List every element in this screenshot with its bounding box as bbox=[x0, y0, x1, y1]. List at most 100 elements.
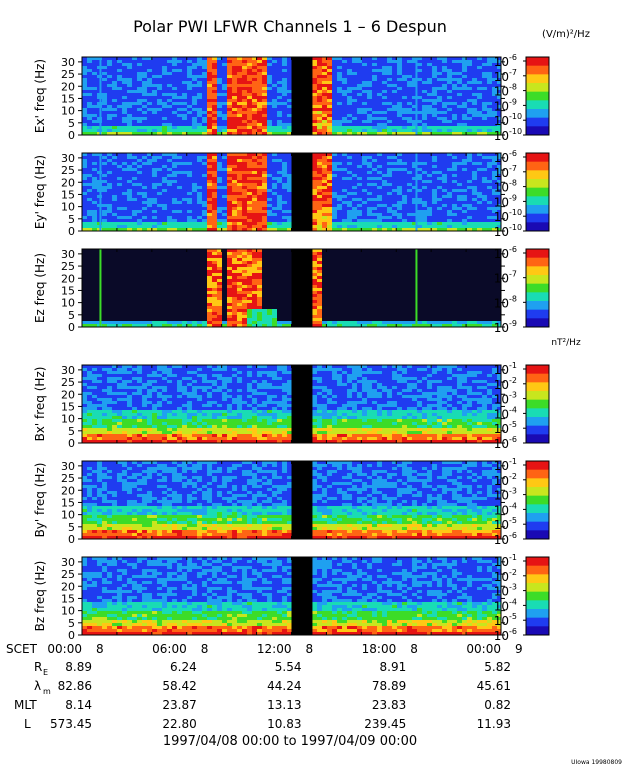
colorbar-tick-exponent: -6 bbox=[509, 149, 517, 158]
ephemeris-row-label: L bbox=[24, 717, 31, 731]
y-tick-label: 15 bbox=[61, 188, 75, 201]
y-tick-label: 5 bbox=[68, 117, 75, 130]
y-tick-label: 0 bbox=[68, 533, 75, 546]
ephemeris-value: 23.83 bbox=[372, 698, 406, 712]
ephemeris-row-subscript: E bbox=[43, 668, 48, 677]
colorbar-tick-exponent: -2 bbox=[509, 472, 517, 481]
y-tick-label: 25 bbox=[61, 68, 75, 81]
colorbar-tick-exponent: -4 bbox=[509, 405, 517, 414]
e-field-units: (V/m)²/Hz bbox=[542, 29, 590, 40]
y-tick-label: 30 bbox=[61, 56, 75, 69]
y-axis-label: Ex' freq (Hz) bbox=[33, 59, 47, 133]
colorbar-tick-exponent: -8 bbox=[509, 83, 517, 92]
colorbar-tick-exponent: -3 bbox=[509, 391, 517, 400]
ephemeris-value: 44.24 bbox=[267, 679, 301, 693]
y-tick-label: 30 bbox=[61, 556, 75, 569]
y-axis-label: Ez freq (Hz) bbox=[33, 253, 47, 323]
colorbar-tick-exponent: -1 bbox=[509, 457, 517, 466]
y-tick-label: 10 bbox=[61, 105, 75, 118]
colorbar-tick-exponent: -8 bbox=[509, 179, 517, 188]
x-tick-label: 00:00 bbox=[466, 642, 501, 656]
y-tick-label: 0 bbox=[68, 225, 75, 238]
ephemeris-value: 78.89 bbox=[372, 679, 406, 693]
colorbar-tick-base: 10 bbox=[494, 533, 509, 547]
ephemeris-value: 45.61 bbox=[477, 679, 511, 693]
colorbar-tick-exponent: -5 bbox=[509, 420, 517, 429]
colorbar-tick-base: 10 bbox=[494, 489, 509, 503]
y-tick-label: 20 bbox=[61, 580, 75, 593]
colorbar-tick-base: 10 bbox=[494, 407, 509, 421]
y-tick-label: 5 bbox=[68, 213, 75, 226]
colorbar-tick-base: 10 bbox=[494, 166, 509, 180]
y-tick-label: 30 bbox=[61, 152, 75, 165]
x-day-label: 8 bbox=[410, 642, 418, 656]
x-day-label: 8 bbox=[96, 642, 104, 656]
y-tick-label: 10 bbox=[61, 413, 75, 426]
y-tick-label: 30 bbox=[61, 460, 75, 473]
colorbar-5: 10-110-210-310-410-510-6 bbox=[494, 553, 550, 643]
time-axis: SCET 00:00 8 06:00 8 12:00 8 18:00 8 00:00 9 bbox=[6, 642, 523, 656]
x-tick-label: 06:00 bbox=[152, 642, 187, 656]
data-gap bbox=[291, 365, 313, 443]
y-tick-label: 5 bbox=[68, 521, 75, 534]
y-tick-label: 0 bbox=[68, 629, 75, 642]
colorbar-tick-base: 10 bbox=[494, 518, 509, 532]
y-tick-label: 10 bbox=[61, 509, 75, 522]
colorbar-tick-exponent: -3 bbox=[509, 487, 517, 496]
colorbar-tick-base: 10 bbox=[494, 585, 509, 599]
colorbar-tick-exponent: -7 bbox=[509, 164, 517, 173]
colorbar-tick-base: 10 bbox=[494, 129, 509, 143]
y-axis-label: By' freq (Hz) bbox=[33, 463, 47, 538]
colorbar-tick-base: 10 bbox=[494, 247, 509, 261]
ephemeris-value: 11.93 bbox=[477, 717, 511, 731]
colorbar-tick-base: 10 bbox=[494, 437, 509, 451]
y-axis-label: Bx' freq (Hz) bbox=[33, 367, 47, 442]
colorbar-tick-base: 10 bbox=[494, 570, 509, 584]
colorbar-tick-exponent: -7 bbox=[509, 68, 517, 77]
ephemeris-value: 5.54 bbox=[275, 660, 302, 674]
colorbar-tick-base: 10 bbox=[494, 503, 509, 517]
colorbar-tick-base: 10 bbox=[494, 363, 509, 377]
colorbar-tick-exponent: -9 bbox=[509, 193, 517, 202]
ephemeris-value: 13.13 bbox=[267, 698, 301, 712]
x-tick-label: 00:00 bbox=[47, 642, 82, 656]
colorbar-tick-exponent: -5 bbox=[509, 516, 517, 525]
ephemeris-value: 82.86 bbox=[58, 679, 92, 693]
data-gap bbox=[291, 461, 313, 539]
credit-label: UIowa 19980809 bbox=[571, 759, 622, 766]
colorbar-tick-base: 10 bbox=[494, 70, 509, 84]
y-tick-label: 25 bbox=[61, 376, 75, 389]
colorbar-tick-exponent: -2 bbox=[509, 568, 517, 577]
colorbar-tick-exponent: -10 bbox=[509, 127, 522, 136]
colorbar-tick-exponent: -4 bbox=[509, 501, 517, 510]
ephemeris-row-subscript: m bbox=[43, 687, 51, 696]
y-tick-label: 5 bbox=[68, 617, 75, 630]
y-tick-label: 30 bbox=[61, 364, 75, 377]
colorbar-tick-base: 10 bbox=[494, 85, 509, 99]
y-tick-label: 0 bbox=[68, 129, 75, 142]
scet-label: SCET bbox=[6, 642, 38, 656]
y-tick-label: 10 bbox=[61, 297, 75, 310]
y-tick-label: 5 bbox=[68, 425, 75, 438]
ephemeris-value: 573.45 bbox=[50, 717, 92, 731]
colorbar-tick-base: 10 bbox=[494, 99, 509, 113]
y-tick-label: 25 bbox=[61, 260, 75, 273]
colorbar-3: 10-110-210-310-410-510-6 bbox=[494, 361, 550, 451]
ephemeris-value: 8.14 bbox=[65, 698, 92, 712]
colorbar-tick-base: 10 bbox=[494, 555, 509, 569]
y-tick-label: 10 bbox=[61, 605, 75, 618]
y-axis-label: Ey' freq (Hz) bbox=[33, 155, 47, 229]
colorbar-tick-base: 10 bbox=[494, 393, 509, 407]
data-gap bbox=[291, 153, 313, 231]
ephemeris-value: 23.87 bbox=[162, 698, 196, 712]
colorbar-tick-exponent: -6 bbox=[509, 245, 517, 254]
y-tick-label: 15 bbox=[61, 496, 75, 509]
y-axis-label: Bz freq (Hz) bbox=[33, 561, 47, 632]
colorbar-tick-exponent: -9 bbox=[509, 319, 517, 328]
